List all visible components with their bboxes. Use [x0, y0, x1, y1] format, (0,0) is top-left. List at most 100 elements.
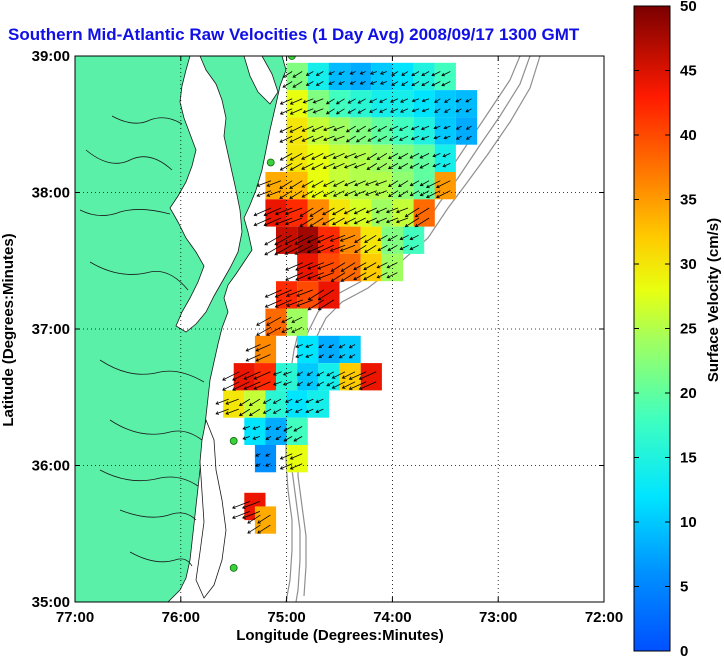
velocity-vector-head: [309, 223, 314, 227]
velocity-vector-head: [401, 82, 405, 86]
velocity-vector-head: [376, 264, 381, 269]
velocity-vector: [317, 262, 335, 270]
velocity-vector: [273, 398, 282, 404]
velocity-vector: [285, 408, 293, 413]
velocity-vector-head: [365, 182, 369, 186]
colorbar-label: Surface Velocity (cm/s): [705, 218, 722, 382]
velocity-vector: [289, 125, 303, 133]
velocity-vector: [366, 153, 378, 160]
heat-cell: [286, 390, 308, 418]
velocity-vector-head: [349, 71, 354, 75]
colorbar-tick-label: 40: [680, 127, 697, 144]
velocity-vector: [315, 398, 324, 403]
heat-cell: [286, 62, 308, 91]
velocity-vector-head: [282, 84, 287, 88]
velocity-vector-head: [409, 192, 414, 197]
velocity-vector: [311, 163, 324, 170]
velocity-vector-head: [375, 209, 380, 214]
velocity-vector-head: [256, 193, 261, 197]
velocity-vectors: [215, 71, 472, 534]
x-tick-label: 73:00: [479, 609, 517, 626]
velocity-vector-head: [305, 72, 310, 76]
velocity-vector-head: [432, 163, 437, 168]
velocity-vector-head: [465, 99, 470, 103]
velocity-vector: [350, 81, 356, 85]
velocity-vector: [388, 180, 399, 187]
velocity-vector: [318, 344, 325, 348]
velocity-vector: [222, 381, 240, 391]
velocity-vector: [410, 180, 420, 186]
velocity-vector-head: [332, 193, 337, 197]
heat-cell: [434, 90, 456, 118]
velocity-vector: [257, 514, 271, 524]
heat-cell: [413, 199, 435, 227]
velocity-vector: [421, 81, 430, 86]
velocity-vector-head: [317, 306, 322, 311]
heat-cell: [307, 390, 329, 418]
velocity-vector-head: [316, 239, 321, 244]
velocity-vector: [264, 244, 282, 256]
velocity-vector-head: [247, 530, 251, 534]
heat-cell: [223, 390, 245, 418]
velocity-vector-head: [257, 530, 261, 534]
velocity-vector-head: [264, 294, 269, 298]
velocity-vector-head: [369, 99, 373, 103]
velocity-vector-head: [338, 354, 343, 359]
velocity-vector: [318, 354, 325, 358]
velocity-vector-head: [262, 400, 267, 404]
velocity-vector-head: [441, 72, 446, 77]
velocity-vector: [317, 272, 335, 280]
velocity-vector: [420, 190, 430, 196]
velocity-vector-head: [293, 438, 298, 442]
velocity-vector-head: [315, 72, 320, 76]
velocity-vector: [283, 371, 292, 376]
velocity-vector-head: [328, 71, 333, 75]
velocity-vector: [256, 316, 272, 326]
velocity-vector: [279, 180, 293, 189]
velocity-vector-head: [344, 182, 348, 187]
heat-cell: [307, 117, 329, 145]
velocity-vector-head: [301, 156, 305, 160]
heat-cell: [328, 62, 351, 91]
velocity-vector: [222, 371, 240, 381]
velocity-vector: [349, 354, 356, 359]
velocity-vector: [354, 244, 367, 253]
velocity-vector: [330, 234, 346, 242]
velocity-vector: [348, 108, 356, 114]
velocity-vector: [284, 244, 303, 255]
velocity-vector-head: [222, 377, 226, 381]
velocity-vector-head: [316, 372, 320, 377]
velocity-vector-head: [388, 183, 392, 188]
velocity-vector-head: [435, 184, 440, 189]
velocity-vector-head: [311, 156, 315, 160]
heat-cell: [371, 144, 393, 172]
velocity-vector: [354, 190, 366, 196]
velocity-vector-head: [465, 109, 470, 113]
velocity-vector: [328, 81, 335, 85]
velocity-vector: [323, 125, 335, 131]
velocity-vector-head: [264, 241, 269, 246]
heat-cell: [307, 90, 329, 118]
velocity-vector: [280, 98, 293, 105]
velocity-vector: [365, 180, 377, 186]
velocity-vector: [399, 125, 409, 131]
velocity-vector: [317, 244, 335, 253]
velocity-vector-head: [341, 375, 346, 379]
heat-cell: [413, 144, 435, 172]
velocity-vector: [366, 163, 378, 170]
velocity-vector: [244, 381, 261, 390]
heat-cell: [328, 117, 351, 145]
velocity-vector-head: [365, 209, 370, 214]
velocity-vector-head: [255, 463, 259, 467]
velocity-vector: [326, 108, 335, 115]
heat-cell: [297, 281, 319, 309]
velocity-vector-head: [431, 72, 436, 77]
velocity-vector-head: [275, 436, 280, 440]
velocity-vector-head: [317, 266, 322, 270]
velocity-vector: [295, 272, 313, 281]
velocity-vector: [344, 153, 356, 158]
colorbar-tick-label: 35: [680, 192, 697, 209]
y-tick-label: 36:00: [32, 458, 70, 475]
colorbar: [633, 5, 671, 652]
heat-cell: [254, 335, 277, 364]
